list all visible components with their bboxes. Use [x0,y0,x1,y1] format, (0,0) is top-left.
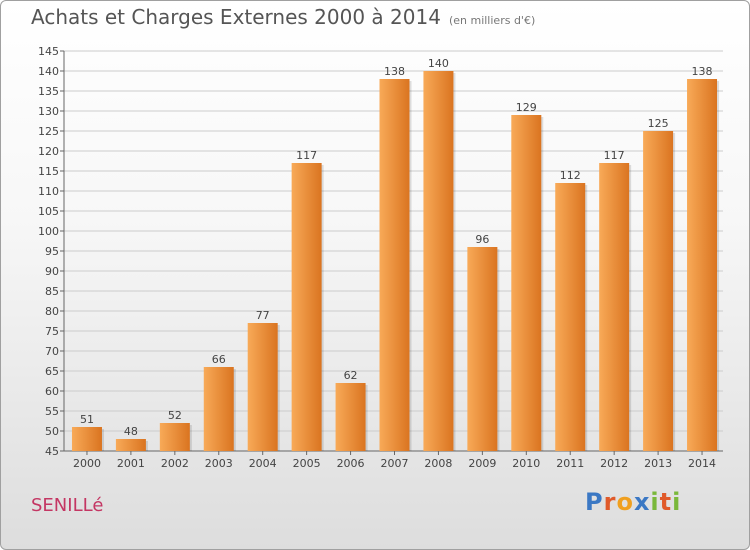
y-tick-label: 95 [45,245,59,258]
y-tick-label: 55 [45,405,59,418]
data-label: 77 [256,309,270,322]
logo-letter: i [672,488,682,516]
bar [599,163,630,451]
x-tick-label: 2011 [556,457,584,470]
bar [423,71,454,451]
x-tick-label: 2001 [117,457,145,470]
y-tick-label: 130 [38,105,59,118]
y-tick-label: 110 [38,185,59,198]
data-label: 52 [168,409,182,422]
data-label: 51 [80,413,94,426]
y-tick-label: 105 [38,205,59,218]
proxiti-logo: Proxiti [585,488,681,516]
bar [379,79,410,451]
bar [687,79,718,451]
x-tick-label: 2012 [600,457,628,470]
labels: 45 50 55 60 65 70 75 80 85 90 95 100 105 110 115 120 125… [38,45,716,470]
data-label: 138 [692,65,713,78]
bar [335,383,366,451]
data-label: 112 [560,169,581,182]
y-tick-label: 125 [38,125,59,138]
x-tick-label: 2003 [205,457,233,470]
y-tick-label: 135 [38,85,59,98]
bar [115,439,146,451]
y-tick-label: 60 [45,385,59,398]
bar [203,367,234,451]
x-tick-label: 2014 [688,457,716,470]
bars [71,71,720,451]
y-tick-label: 115 [38,165,59,178]
y-tick-label: 90 [45,265,59,278]
x-tick-label: 2005 [293,457,321,470]
place-name: SENILLé [31,495,104,516]
logo-letter: i [650,488,660,516]
y-tick-label: 85 [45,285,59,298]
y-tick-label: 140 [38,65,59,78]
x-tick-label: 2007 [381,457,409,470]
bar [555,183,586,451]
chart-unit: (en milliers d'€) [448,14,536,27]
y-tick-label: 100 [38,225,59,238]
y-tick-label: 45 [45,445,59,458]
x-tick-label: 2002 [161,457,189,470]
y-tick-label: 75 [45,325,59,338]
bar [511,115,542,451]
logo-letter: o [616,488,634,516]
data-label: 125 [648,117,669,130]
x-tick-label: 2008 [424,457,452,470]
y-tick-label: 65 [45,365,59,378]
logo-letter: t [659,488,673,516]
x-tick-label: 2006 [337,457,365,470]
data-label: 140 [428,57,449,70]
chart-title: Achats et Charges Externes 2000 à 2014 (e… [31,5,535,29]
chart-title-text: Achats et Charges Externes 2000 à 2014 [31,5,441,29]
data-label: 96 [475,233,489,246]
bar [643,131,674,451]
data-label: 117 [604,149,625,162]
bar [71,427,102,451]
data-label: 62 [344,369,358,382]
data-label: 138 [384,65,405,78]
y-tick-label: 80 [45,305,59,318]
x-tick-label: 2000 [73,457,101,470]
logo-letter: r [603,488,617,516]
x-tick-label: 2004 [249,457,277,470]
y-tick-label: 70 [45,345,59,358]
bar [247,323,278,451]
data-label: 66 [212,353,226,366]
bar [159,423,190,451]
logo-letter: x [633,488,651,516]
x-tick-label: 2013 [644,457,672,470]
data-label: 48 [124,425,138,438]
y-tick-label: 120 [38,145,59,158]
data-label: 129 [516,101,537,114]
y-tick-label: 145 [38,45,59,58]
logo-letter: P [585,488,604,516]
x-tick-label: 2010 [512,457,540,470]
y-tick-label: 50 [45,425,59,438]
bar [467,247,498,451]
data-label: 117 [296,149,317,162]
bar [291,163,322,451]
x-tick-label: 2009 [468,457,496,470]
